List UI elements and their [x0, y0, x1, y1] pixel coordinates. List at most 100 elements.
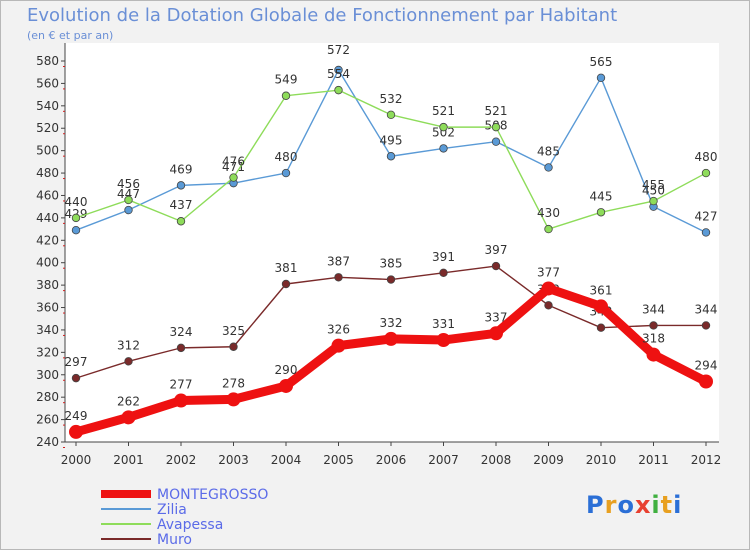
data-label: 344	[642, 302, 665, 316]
data-label: 381	[275, 261, 298, 275]
data-point	[174, 393, 188, 408]
x-tick-label: 2005	[323, 453, 354, 467]
data-label: 532	[380, 92, 403, 106]
legend-label-avapessa: Avapessa	[157, 517, 223, 533]
x-tick-label: 2000	[61, 453, 92, 467]
y-tick-label: 500	[36, 144, 59, 158]
data-label: 495	[380, 133, 403, 147]
data-point	[334, 65, 343, 75]
y-tick-label: 540	[36, 99, 59, 113]
data-label: 476	[222, 155, 245, 169]
data-label: 312	[117, 338, 140, 352]
x-tick-label: 2002	[166, 453, 197, 467]
data-label: 554	[327, 67, 350, 81]
data-point	[649, 321, 658, 330]
data-point	[646, 347, 661, 362]
data-point	[176, 181, 186, 190]
y-tick-label: 340	[36, 323, 59, 337]
data-point	[596, 73, 606, 83]
data-point	[71, 226, 81, 235]
data-point	[226, 392, 241, 407]
data-label: 397	[485, 243, 508, 257]
data-label: 391	[432, 250, 455, 264]
data-point	[124, 205, 133, 215]
data-point	[229, 342, 238, 351]
data-label: 480	[695, 150, 718, 164]
logo-letter: x	[634, 491, 652, 519]
y-tick-label: 400	[36, 256, 59, 270]
data-point	[596, 208, 606, 217]
data-point	[701, 228, 711, 237]
x-tick-label: 2001	[113, 453, 144, 467]
legend-label-muro: Muro	[157, 532, 192, 548]
data-point	[701, 168, 711, 178]
data-point	[544, 224, 553, 234]
y-tick-label: 580	[36, 54, 59, 68]
data-point	[541, 281, 556, 296]
data-point	[491, 261, 501, 271]
data-label: 387	[327, 254, 350, 268]
data-point	[386, 275, 396, 284]
data-point	[386, 110, 396, 119]
data-label: 455	[642, 178, 665, 192]
data-label: 440	[65, 195, 88, 209]
data-point	[489, 326, 503, 341]
y-tick-label: 460	[36, 188, 59, 202]
data-label: 456	[117, 177, 140, 191]
y-tick-label: 520	[36, 121, 59, 135]
data-label: 565	[590, 55, 613, 69]
data-label: 447	[117, 187, 140, 201]
plot-area	[65, 43, 719, 442]
y-tick-label: 260	[36, 413, 59, 427]
data-point	[334, 85, 343, 95]
data-label: 318	[642, 332, 665, 346]
x-tick-label: 2007	[428, 453, 459, 467]
y-tick-label: 560	[36, 76, 59, 90]
y-tick-label: 360	[36, 301, 59, 315]
data-point	[124, 195, 133, 205]
data-label: 427	[695, 209, 718, 223]
data-point	[439, 144, 448, 153]
data-point	[176, 217, 186, 226]
data-point	[439, 122, 448, 132]
data-label: 278	[222, 376, 245, 390]
data-label: 480	[275, 150, 298, 164]
x-tick-label: 2009	[533, 453, 564, 467]
data-label: 549	[275, 73, 298, 87]
data-point	[331, 338, 346, 353]
data-label: 331	[432, 317, 455, 331]
data-point	[281, 168, 291, 178]
data-point	[491, 137, 501, 146]
data-label: 290	[275, 363, 298, 377]
data-point	[69, 424, 83, 439]
data-label: 445	[590, 189, 613, 203]
data-label: 469	[170, 162, 193, 176]
logo-letter: t	[660, 491, 674, 519]
data-point	[386, 152, 396, 161]
data-label: 385	[380, 257, 403, 271]
x-tick-label: 2008	[481, 453, 512, 467]
data-point	[281, 279, 291, 289]
data-point	[701, 321, 711, 330]
data-point	[71, 373, 81, 383]
data-point	[649, 196, 658, 206]
data-point	[699, 374, 713, 389]
data-point	[439, 268, 448, 277]
data-label: 521	[485, 104, 508, 118]
data-point	[384, 331, 398, 346]
data-label: 324	[170, 325, 193, 339]
logo-letter: o	[617, 491, 635, 519]
data-point	[281, 91, 291, 100]
logo-letter: i	[651, 491, 661, 519]
data-label: 471	[222, 160, 245, 174]
data-point	[596, 323, 606, 332]
data-label: 361	[590, 283, 613, 297]
y-tick-label: 300	[36, 368, 59, 382]
y-tick-label: 480	[36, 166, 59, 180]
data-point	[229, 173, 238, 182]
x-tick-label: 2003	[218, 453, 249, 467]
data-label: 572	[327, 43, 350, 57]
data-label: 485	[537, 144, 560, 158]
